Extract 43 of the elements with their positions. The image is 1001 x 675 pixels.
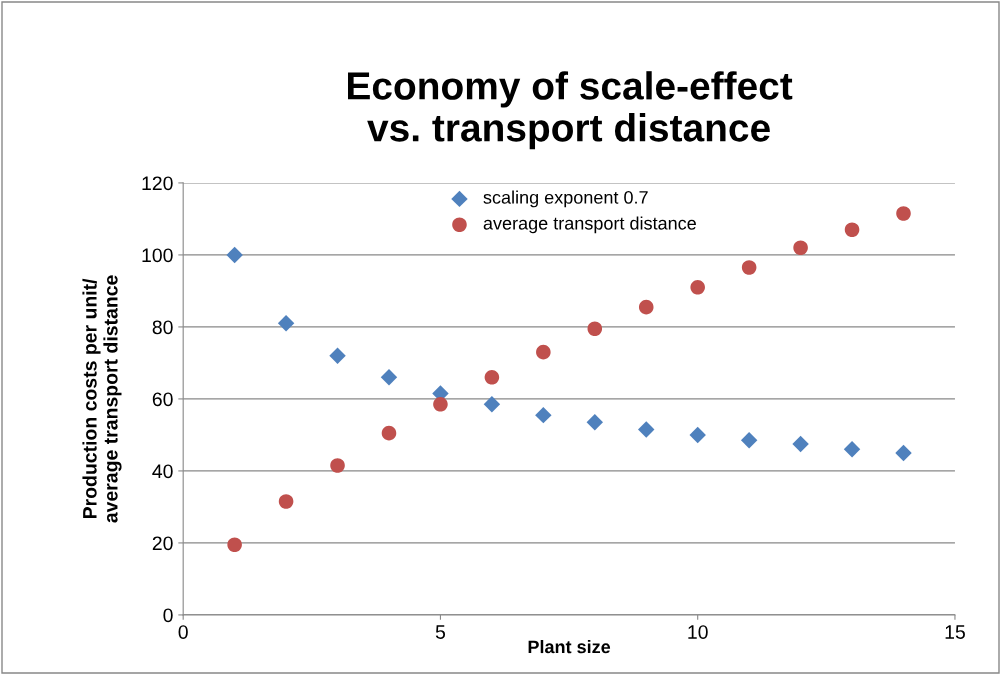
point	[792, 435, 809, 453]
y-tick-label: 60	[152, 392, 173, 407]
point	[483, 396, 501, 413]
x-tick-label: 10	[688, 625, 708, 639]
point	[638, 299, 654, 315]
y-tick-label: 120	[142, 176, 173, 191]
point	[329, 347, 346, 364]
point	[380, 369, 398, 386]
point	[277, 315, 295, 332]
point	[741, 260, 757, 275]
y-tick-label: 20	[152, 536, 173, 551]
point	[587, 321, 603, 337]
point	[433, 397, 448, 412]
y-tick-label: 40	[152, 464, 173, 479]
y-tick-label: 80	[152, 320, 173, 335]
point	[535, 406, 552, 424]
point	[896, 206, 911, 221]
legend-label: average transport distance	[483, 216, 696, 234]
point	[330, 458, 345, 473]
x-tick-label: 15	[945, 625, 965, 639]
point	[843, 441, 861, 458]
point	[689, 426, 706, 444]
point	[740, 432, 758, 449]
point	[278, 494, 294, 509]
y-tick-label: 0	[163, 608, 173, 623]
point	[586, 414, 604, 431]
point	[793, 240, 808, 256]
point	[226, 246, 243, 264]
y-axis-title: Production costs per unit/ average transport distance	[82, 275, 122, 523]
point	[484, 370, 500, 385]
point	[895, 444, 912, 462]
x-axis-title: Plant size	[528, 640, 611, 654]
point	[536, 344, 551, 360]
point	[227, 537, 242, 553]
chart-title: Economy of scale-effect vs. transport distance	[348, 71, 793, 150]
x-tick-label: 5	[435, 625, 446, 639]
x-tick-label: 0	[178, 625, 188, 639]
legend-label: scaling exponent 0.7	[483, 190, 648, 208]
point	[690, 280, 705, 295]
point	[638, 421, 655, 438]
point	[844, 222, 860, 238]
point	[381, 425, 397, 441]
y-tick-label: 100	[142, 248, 173, 263]
